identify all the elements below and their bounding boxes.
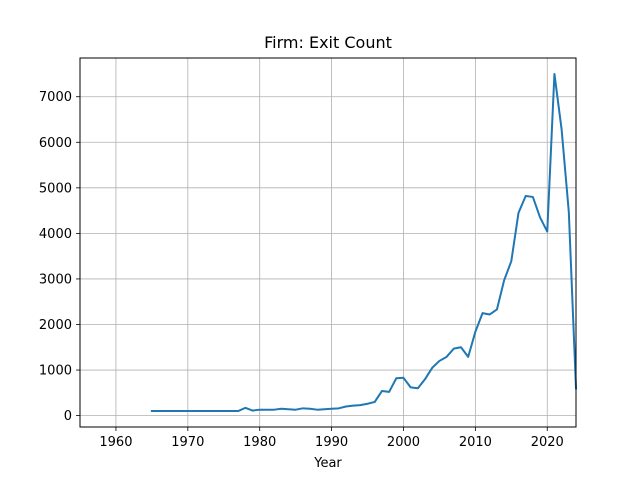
y-tick-label: 3000 xyxy=(39,272,72,287)
x-tick-label: 1970 xyxy=(171,435,204,450)
x-tick-label: 2010 xyxy=(459,435,492,450)
x-axis-label: Year xyxy=(313,456,342,471)
x-tick-label: 1980 xyxy=(243,435,276,450)
y-tick-label: 4000 xyxy=(39,227,72,242)
series-line-0 xyxy=(150,72,578,413)
y-tick-label: 6000 xyxy=(39,136,72,151)
chart-title: Firm: Exit Count xyxy=(264,33,392,52)
y-tick-label: 2000 xyxy=(39,318,72,333)
x-tick-label: 2020 xyxy=(531,435,564,450)
x-axis: 1960 1970 1980 1990 2000 2010 2020 xyxy=(99,427,564,450)
x-tick-label: 1960 xyxy=(99,435,132,450)
y-tick-label: 1000 xyxy=(39,364,72,379)
plot-frame xyxy=(79,57,577,428)
y-tick-label: 7000 xyxy=(39,90,72,105)
x-tick-label: 1990 xyxy=(315,435,348,450)
y-tick-label: 5000 xyxy=(39,181,72,196)
y-axis: 0 1000 2000 3000 4000 5000 6000 7000 xyxy=(39,90,80,424)
grid xyxy=(80,58,576,427)
series-layer xyxy=(150,72,578,413)
x-tick-label: 2000 xyxy=(387,435,420,450)
y-tick-label: 0 xyxy=(64,409,72,424)
